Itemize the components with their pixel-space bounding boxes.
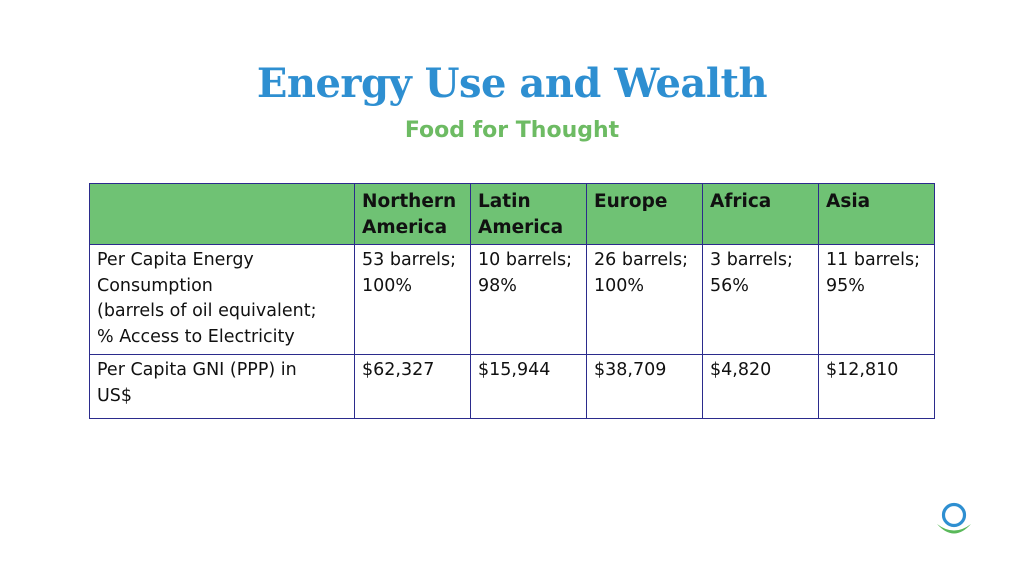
table-cell: $4,820	[702, 354, 819, 419]
header-label: Latin America	[478, 191, 564, 238]
table-row: Per Capita Energy Consumption (barrels o…	[89, 244, 935, 355]
cell-value: 53 barrels; 100%	[362, 250, 457, 296]
table-cell: $15,944	[470, 354, 587, 419]
table-cell: 53 barrels; 100%	[354, 244, 471, 355]
cell-value: $62,327	[362, 360, 435, 380]
slide-title: Energy Use and Wealth	[256, 60, 768, 107]
header-cell-latin-america: Latin America	[470, 183, 587, 245]
header-cell-africa: Africa	[702, 183, 819, 245]
cell-value: $12,810	[826, 360, 899, 380]
cell-value: 10 barrels; 98%	[478, 250, 573, 296]
table-row: Per Capita GNI (PPP) in US$ $62,327 $15,…	[89, 354, 935, 419]
ring-and-swoosh-logo-icon	[933, 499, 975, 541]
table-header-row: Northern America Latin America Europe Af…	[89, 183, 935, 245]
slide-subtitle: Food for Thought	[404, 118, 620, 143]
header-label: Asia	[826, 191, 871, 212]
table-cell: 10 barrels; 98%	[470, 244, 587, 355]
cell-value: 11 barrels; 95%	[826, 250, 921, 296]
cell-value: 26 barrels; 100%	[594, 250, 689, 296]
table-cell: $38,709	[586, 354, 703, 419]
header-cell-empty	[89, 183, 355, 245]
header-cell-europe: Europe	[586, 183, 703, 245]
table-cell: 26 barrels; 100%	[586, 244, 703, 355]
table-cell: $62,327	[354, 354, 471, 419]
row-label-cell: Per Capita Energy Consumption (barrels o…	[89, 244, 355, 355]
header-label: Africa	[710, 191, 772, 212]
row-label: Per Capita GNI (PPP) in US$	[97, 360, 297, 406]
cell-value: 3 barrels; 56%	[710, 250, 793, 296]
cell-value: $4,820	[710, 360, 772, 380]
header-label: Northern America	[362, 191, 457, 238]
table-cell: 3 barrels; 56%	[702, 244, 819, 355]
header-cell-northern-america: Northern America	[354, 183, 471, 245]
data-table: Northern America Latin America Europe Af…	[89, 183, 935, 419]
cell-value: $38,709	[594, 360, 667, 380]
table-cell: $12,810	[818, 354, 935, 419]
row-label: Per Capita Energy Consumption (barrels o…	[97, 250, 317, 347]
header-cell-asia: Asia	[818, 183, 935, 245]
table-cell: 11 barrels; 95%	[818, 244, 935, 355]
row-label-cell: Per Capita GNI (PPP) in US$	[89, 354, 355, 419]
header-label: Europe	[594, 191, 668, 212]
cell-value: $15,944	[478, 360, 551, 380]
